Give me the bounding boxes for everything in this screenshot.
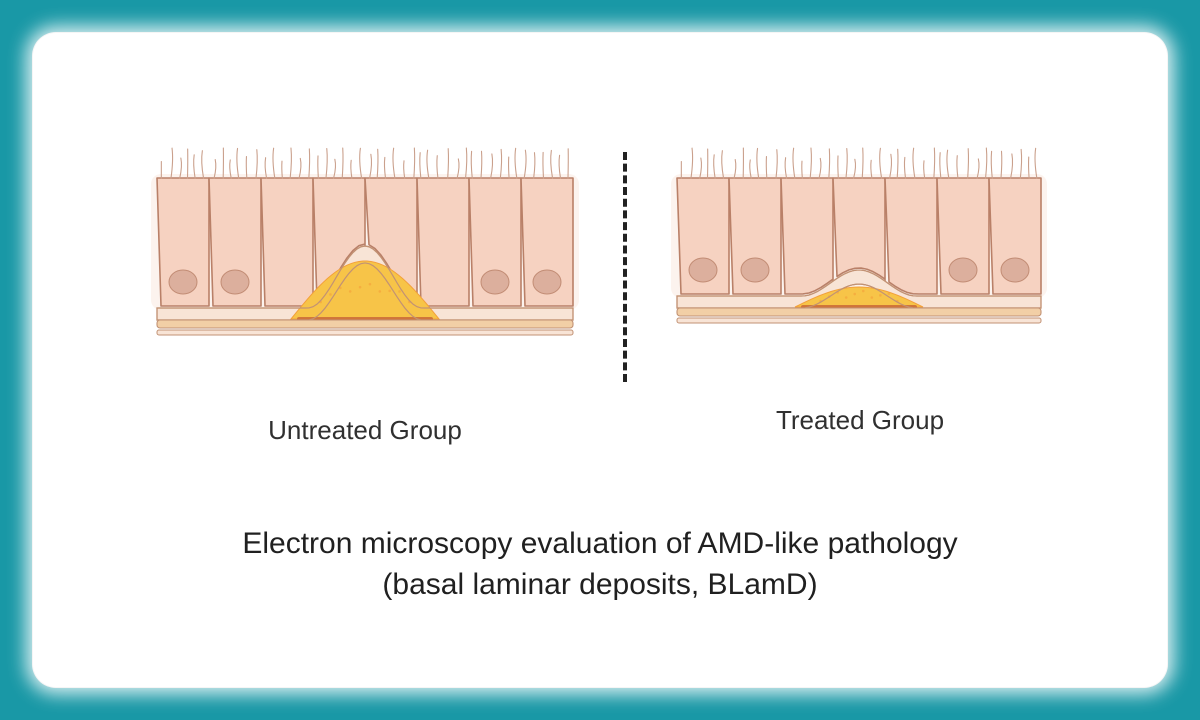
right-side: Treated Group	[665, 142, 1055, 436]
caption-line1: Electron microscopy evaluation of AMD-li…	[242, 527, 957, 560]
treated-tissue-diagram	[665, 142, 1055, 377]
caption: Electron microscopy evaluation of AMD-li…	[82, 524, 1118, 605]
right-label: Treated Group	[776, 405, 944, 436]
left-side: Untreated Group	[145, 142, 585, 446]
caption-line2: (basal laminar deposits, BLamD)	[382, 568, 817, 601]
vertical-divider	[623, 152, 627, 382]
outer-frame: Untreated Group Treated Group Electron m…	[0, 0, 1200, 720]
left-label: Untreated Group	[268, 415, 462, 446]
content-panel: Untreated Group Treated Group Electron m…	[32, 32, 1168, 688]
untreated-tissue-diagram	[145, 142, 585, 387]
diagram-row: Untreated Group Treated Group	[82, 142, 1118, 446]
